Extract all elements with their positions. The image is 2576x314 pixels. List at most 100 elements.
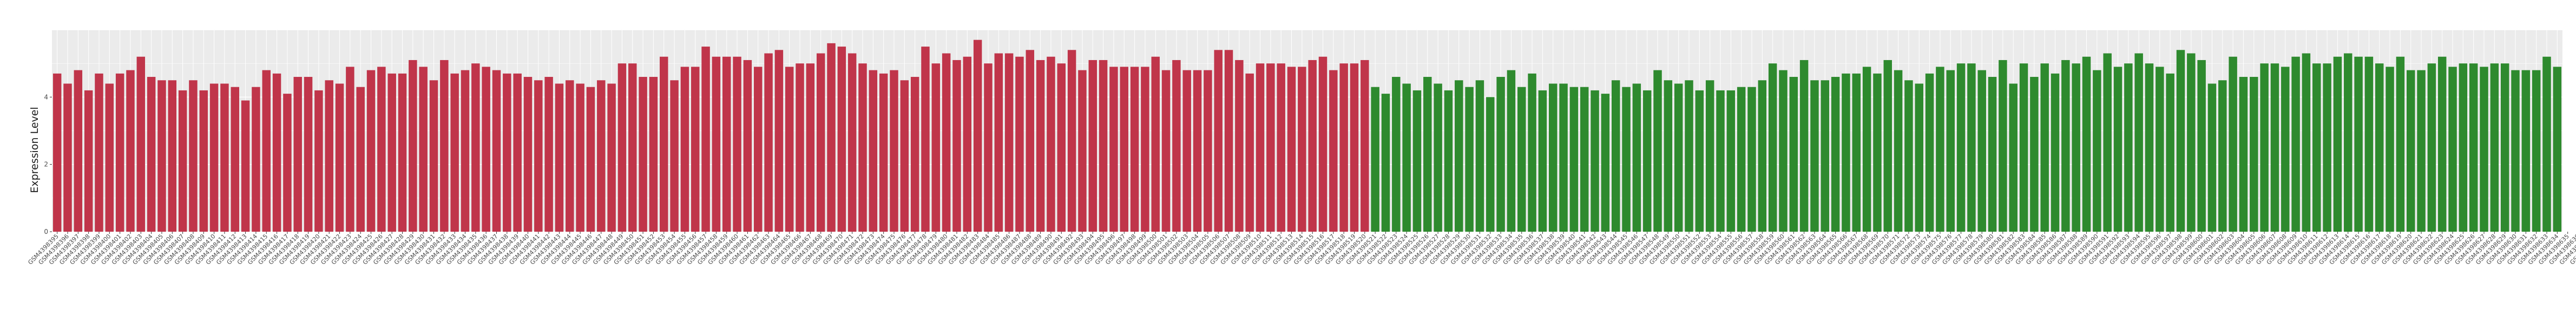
bar xyxy=(597,80,606,232)
bar xyxy=(1559,83,1568,232)
bar xyxy=(471,63,480,232)
bar xyxy=(2437,56,2447,232)
bar xyxy=(1538,90,1547,232)
bar xyxy=(900,80,909,232)
bar xyxy=(2521,70,2531,232)
bar xyxy=(2302,53,2311,232)
bar xyxy=(1737,87,1746,232)
bar xyxy=(304,77,313,232)
bar xyxy=(1078,70,1087,232)
bar xyxy=(753,67,763,232)
bar xyxy=(503,73,511,232)
bar xyxy=(1789,77,1798,232)
bar xyxy=(314,90,323,232)
bar xyxy=(1047,56,1055,232)
bar xyxy=(157,80,166,232)
bar xyxy=(252,87,260,232)
bar xyxy=(419,67,428,232)
bar xyxy=(398,73,407,232)
bar xyxy=(1904,80,1913,232)
bar xyxy=(2480,67,2488,232)
bar xyxy=(858,63,867,232)
bar xyxy=(1695,90,1704,232)
bar xyxy=(2532,70,2541,232)
bar xyxy=(2542,56,2551,232)
y-tick-label: 4 xyxy=(44,93,48,101)
bar xyxy=(1988,77,1997,232)
bar xyxy=(921,47,930,232)
bar xyxy=(492,70,501,232)
bar xyxy=(628,63,637,232)
bar xyxy=(1486,97,1495,232)
bar xyxy=(733,56,741,232)
bar xyxy=(1915,83,1923,232)
bar xyxy=(377,67,386,232)
bar xyxy=(2511,70,2520,232)
bar xyxy=(2082,56,2091,232)
bar xyxy=(2134,53,2143,232)
bar xyxy=(1716,90,1725,232)
bar xyxy=(1496,77,1505,232)
bar xyxy=(440,60,449,232)
bar xyxy=(1999,60,2007,232)
bar xyxy=(952,60,961,232)
bar xyxy=(774,50,784,232)
bar xyxy=(2344,53,2352,232)
bar xyxy=(126,70,135,232)
bar xyxy=(1685,80,1693,232)
bar xyxy=(1026,50,1035,232)
bar xyxy=(660,56,668,232)
bar xyxy=(220,83,229,232)
bar xyxy=(2187,53,2196,232)
bar xyxy=(816,53,825,232)
bar xyxy=(2260,63,2269,232)
bar xyxy=(1580,87,1589,232)
bar xyxy=(523,77,533,232)
bar xyxy=(63,83,72,232)
bar xyxy=(1842,73,1850,232)
bar xyxy=(1883,60,1892,232)
bar xyxy=(74,70,83,232)
bar xyxy=(1465,87,1474,232)
bar xyxy=(1339,63,1348,232)
bar xyxy=(806,63,815,232)
bar xyxy=(1831,77,1840,232)
bar xyxy=(199,90,208,232)
bar xyxy=(1434,83,1442,232)
bar xyxy=(931,63,941,232)
bar xyxy=(335,83,344,232)
bar xyxy=(2103,53,2112,232)
bar xyxy=(356,87,365,232)
bar xyxy=(2448,67,2457,232)
bar xyxy=(2156,67,2164,232)
bar xyxy=(2229,56,2237,232)
bar xyxy=(2417,70,2426,232)
bar xyxy=(409,60,417,232)
bar xyxy=(973,40,982,232)
bar xyxy=(1308,60,1317,232)
bar xyxy=(1528,73,1536,232)
bar xyxy=(387,73,396,232)
bar xyxy=(1381,94,1390,232)
bar xyxy=(2354,56,2363,232)
bar xyxy=(2490,63,2499,232)
bar xyxy=(1214,50,1223,232)
bar xyxy=(1653,70,1662,232)
bar xyxy=(2386,67,2394,232)
bar xyxy=(262,70,271,232)
bar xyxy=(1507,70,1516,232)
bar xyxy=(1475,80,1484,232)
bar xyxy=(1004,53,1014,232)
bar xyxy=(2145,63,2154,232)
bar xyxy=(1036,60,1045,232)
bar xyxy=(482,67,490,232)
bar xyxy=(2113,67,2122,232)
bar xyxy=(283,94,292,232)
bar xyxy=(1444,90,1453,232)
bar xyxy=(994,53,1003,232)
bar xyxy=(1768,63,1777,232)
bar xyxy=(2051,73,2060,232)
bar xyxy=(1109,67,1118,232)
bar xyxy=(639,77,647,232)
